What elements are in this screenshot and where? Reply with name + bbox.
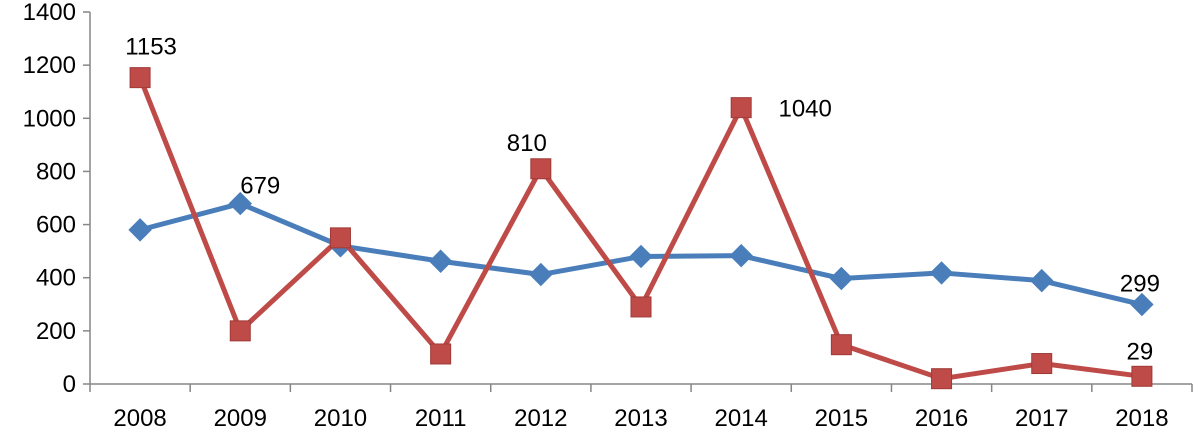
series-1-point xyxy=(929,261,954,285)
series-2-point xyxy=(129,67,151,89)
x-tick-label: 2010 xyxy=(314,405,367,432)
x-tick-label: 2009 xyxy=(214,405,267,432)
y-tick-label: 800 xyxy=(36,158,76,185)
data-label: 29 xyxy=(1127,338,1154,365)
x-tick-label: 2014 xyxy=(714,405,767,432)
series-1-point xyxy=(1130,292,1154,317)
series-2-line xyxy=(137,76,1143,382)
x-tick-label: 2013 xyxy=(614,405,667,432)
series-2-point xyxy=(530,158,552,180)
series-2-point xyxy=(1131,365,1153,387)
series-layer xyxy=(128,67,1154,390)
series-1-point xyxy=(529,262,553,287)
x-tick-label: 2012 xyxy=(514,405,567,432)
y-tick-label: 400 xyxy=(36,265,76,292)
series-2-point xyxy=(329,227,351,249)
x-tick-label: 2008 xyxy=(113,405,166,432)
series-2-point xyxy=(630,296,652,318)
series-1-point xyxy=(228,191,252,216)
data-label: 679 xyxy=(240,173,280,200)
series-1-point xyxy=(829,266,854,291)
y-tick-label: 600 xyxy=(36,212,76,239)
x-tick-label: 2017 xyxy=(1015,405,1068,432)
data-label: 1040 xyxy=(778,96,831,123)
y-tick-label: 200 xyxy=(36,318,76,345)
series-1-point xyxy=(128,218,152,242)
series-2-point xyxy=(1031,353,1053,375)
series-2-point xyxy=(730,97,752,119)
data-label: 810 xyxy=(507,130,547,157)
series-2-point xyxy=(229,320,251,342)
series-1-point xyxy=(1030,268,1054,293)
data-label: 1153 xyxy=(125,34,177,61)
series-2-point xyxy=(830,334,852,356)
x-tick-label: 2011 xyxy=(415,405,467,432)
data-label: 299 xyxy=(1120,271,1160,298)
series-2-point xyxy=(931,368,953,390)
data-labels: 679 299 1153 810 1040 29 xyxy=(125,34,1160,366)
x-tick-label: 2018 xyxy=(1115,405,1168,432)
y-tick-label: 0 xyxy=(63,371,76,398)
x-tick-label: 2015 xyxy=(815,405,868,432)
y-tick-label: 1000 xyxy=(23,105,76,132)
series-2-point xyxy=(430,343,452,365)
y-tick-label: 1400 xyxy=(23,0,76,26)
y-tick-label: 1200 xyxy=(23,52,76,79)
axes: 0 200 400 600 800 1000 1200 1400 2008 2009 2010 201… xyxy=(23,0,1193,432)
x-tick-label: 2016 xyxy=(915,405,968,432)
series-1-point xyxy=(729,243,753,268)
series-1-point xyxy=(428,249,453,273)
series-1-point xyxy=(629,244,653,269)
